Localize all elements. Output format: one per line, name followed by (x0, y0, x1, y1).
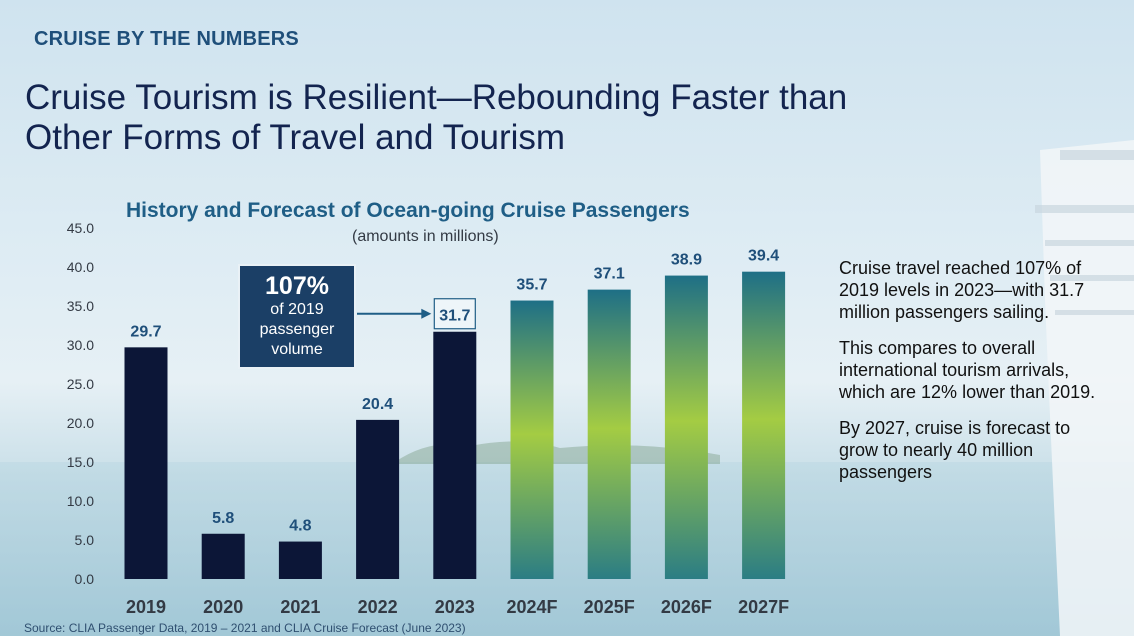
y-tick-label: 10.0 (67, 493, 94, 509)
x-tick-label: 2026F (661, 597, 712, 617)
chart-subtitle: (amounts in millions) (352, 228, 499, 245)
bar-2027F (742, 271, 786, 579)
bar-2025F (587, 289, 631, 579)
callout-percent: 107% (265, 272, 329, 300)
headline-line-1: Cruise Tourism is Resilient—Rebounding F… (25, 78, 848, 117)
bars (124, 271, 786, 579)
bar-2023 (433, 331, 477, 579)
y-tick-label: 30.0 (67, 337, 94, 353)
y-tick-label: 45.0 (67, 220, 94, 236)
y-tick-label: 15.0 (67, 454, 94, 470)
callout-arrow (357, 308, 432, 319)
value-label-2023: 31.7 (439, 308, 470, 325)
y-axis: 0.0 5.0 10.0 15.0 20.0 25.0 30.0 35.0 40.0 45.0 (67, 220, 94, 587)
highlight-label-box (433, 298, 476, 330)
value-label-2025F: 37.1 (594, 266, 625, 283)
y-tick-label: 25.0 (67, 376, 94, 392)
section-kicker: CRUISE BY THE NUMBERS (34, 28, 299, 50)
value-label-2022: 20.4 (362, 396, 393, 413)
x-tick-label: 2022 (358, 597, 398, 617)
bar-2021 (278, 541, 322, 579)
value-label-2027F: 39.4 (748, 248, 779, 265)
x-tick-label: 2025F (584, 597, 635, 617)
note-paragraph: Cruise travel reached 107% of 2019 level… (839, 258, 1085, 322)
arrow-head (421, 308, 432, 319)
page-headline: Cruise Tourism is Resilient—Rebounding F… (25, 78, 847, 158)
headline-line-2: Other Forms of Travel and Tourism (25, 118, 566, 157)
x-tick-label: 2021 (280, 597, 320, 617)
note-paragraph: By 2027, cruise is forecast to grow to n… (839, 418, 1071, 482)
callout-box: 107% of 2019 passenger volume (238, 264, 356, 369)
callout-text: of 2019 passenger volume (259, 301, 335, 358)
bar-2022 (356, 419, 400, 579)
value-label-2020: 5.8 (212, 510, 234, 527)
x-axis: 2019 2020 2021 2022 2023 2024F 2025F 2026F 2027F (126, 597, 789, 617)
value-labels: 29.7 5.8 4.8 20.4 31.7 35.7 37.1 38.9 39.4 (130, 248, 779, 535)
x-tick-label: 2020 (203, 597, 243, 617)
note-paragraph: This compares to overall international t… (839, 338, 1096, 402)
x-tick-label: 2027F (738, 597, 789, 617)
value-label-2019: 29.7 (130, 323, 161, 340)
y-tick-label: 0.0 (75, 571, 95, 587)
value-label-2026F: 38.9 (671, 252, 702, 269)
value-label-2021: 4.8 (289, 518, 311, 535)
y-tick-label: 20.0 (67, 415, 94, 431)
x-tick-label: 2024F (506, 597, 557, 617)
chart-title: History and Forecast of Ocean-going Crui… (126, 199, 690, 222)
x-tick-label: 2019 (126, 597, 166, 617)
y-tick-label: 5.0 (75, 532, 95, 548)
bar-2026F (664, 275, 708, 579)
bar-2024F (510, 300, 554, 579)
bar-2020 (201, 533, 245, 579)
x-tick-label: 2023 (435, 597, 475, 617)
y-tick-label: 40.0 (67, 259, 94, 275)
bar-2019 (124, 347, 168, 579)
value-label-2024F: 35.7 (516, 277, 547, 294)
source-note: Source: CLIA Passenger Data, 2019 – 2021… (24, 621, 466, 635)
key-notes: Cruise travel reached 107% of 2019 level… (839, 257, 1099, 497)
y-tick-label: 35.0 (67, 298, 94, 314)
